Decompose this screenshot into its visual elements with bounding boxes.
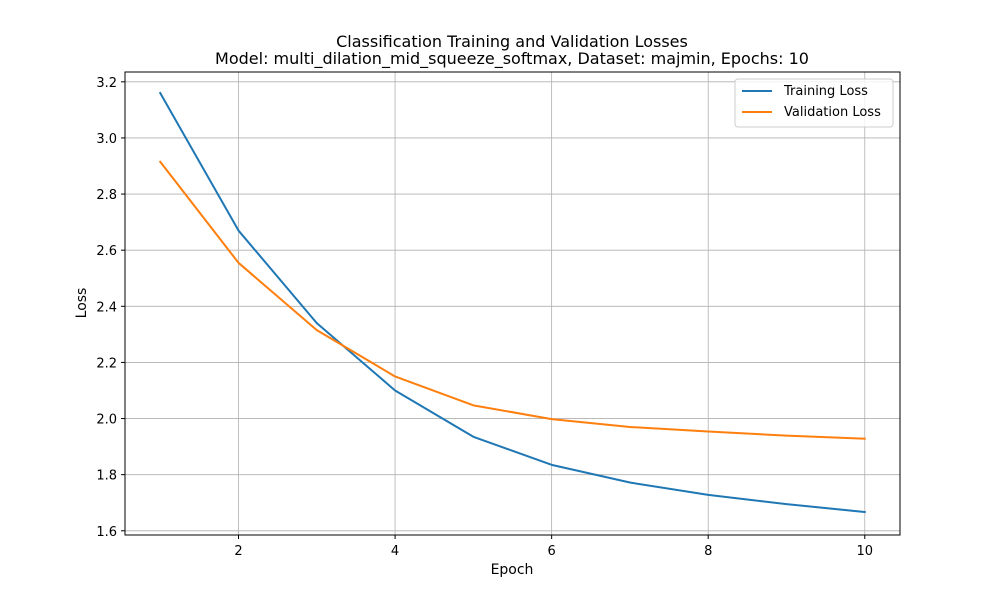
axes-frame (124, 71, 901, 536)
y-tick-label: 1.6 (96, 525, 117, 540)
y-tick-label: 3.2 (96, 76, 117, 91)
y-tick-label: 3.0 (96, 132, 117, 147)
x-tick-label: 8 (704, 544, 712, 559)
chart-title: Classification Training and Validation L… (336, 32, 688, 51)
x-tick-label: 4 (391, 544, 399, 559)
series-line-training-loss (158, 91, 866, 514)
x-tick-label: 6 (548, 544, 556, 559)
y-axis-label: Loss (74, 288, 90, 319)
legend: Training Loss Validation Loss (734, 78, 894, 128)
axis-ticks: 2 4 6 8 10 1.6 1.8 2.0 2.2 2.4 2.6 2.8 3.0 3.2 (96, 76, 873, 559)
y-tick-label: 1.8 (96, 469, 117, 484)
chart-subtitle: Model: multi_dilation_mid_squeeze_softma… (215, 49, 809, 69)
series-lines (158, 91, 866, 514)
legend-label-validation: Validation Loss (784, 105, 881, 120)
y-tick-label: 2.4 (96, 300, 117, 315)
y-tick-label: 2.8 (96, 188, 117, 203)
y-tick-label: 2.2 (96, 356, 117, 371)
legend-box (734, 78, 894, 128)
series-line-validation-loss (158, 160, 866, 440)
grid (125, 72, 900, 535)
y-tick-label: 2.6 (96, 244, 117, 259)
x-tick-label: 10 (856, 544, 873, 559)
x-tick-label: 2 (234, 544, 242, 559)
y-tick-label: 2.0 (96, 413, 117, 428)
x-axis-label: Epoch (491, 562, 534, 578)
legend-label-training: Training Loss (783, 84, 868, 99)
